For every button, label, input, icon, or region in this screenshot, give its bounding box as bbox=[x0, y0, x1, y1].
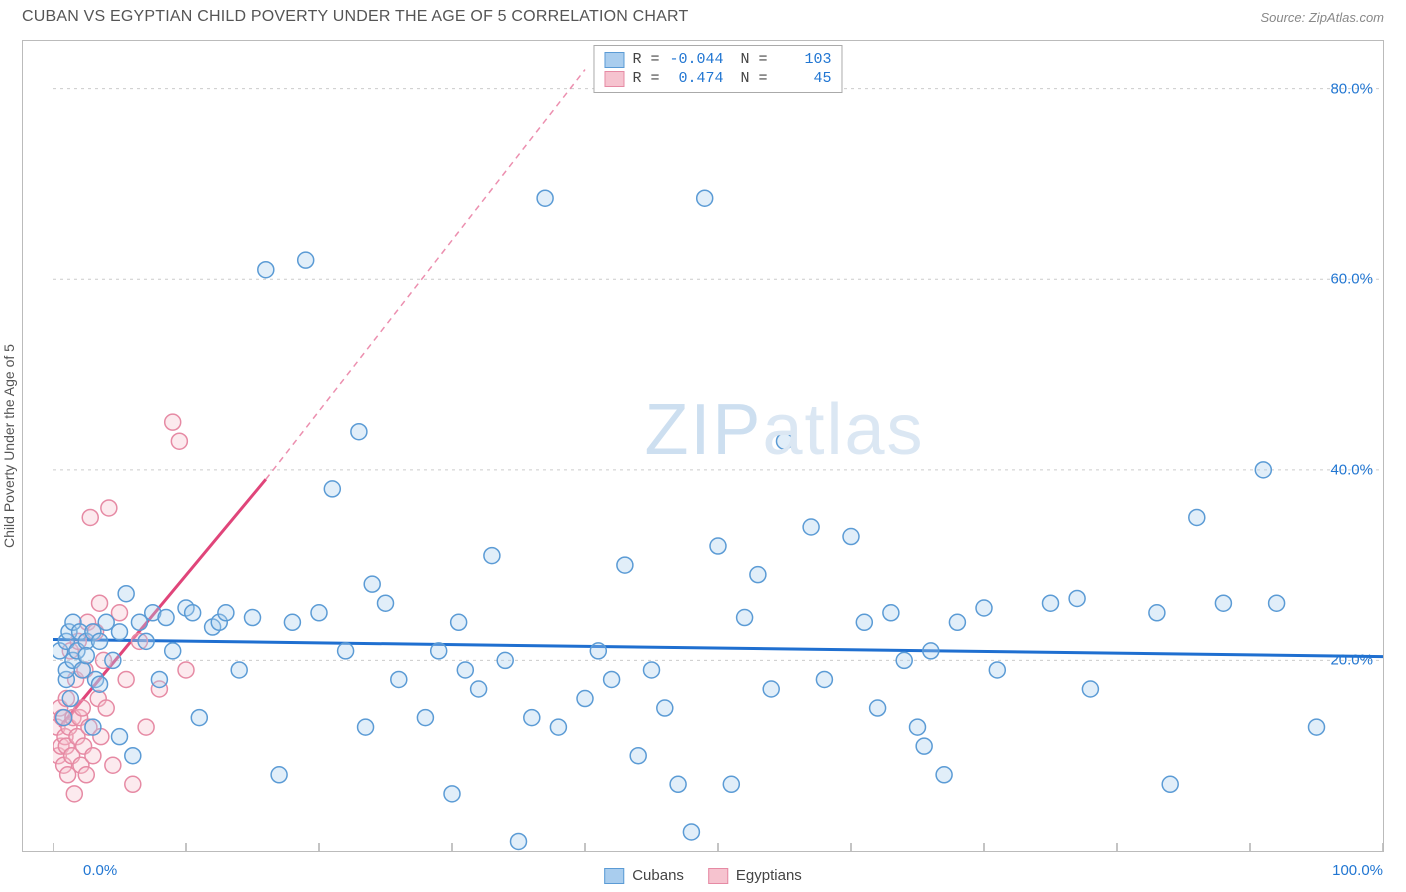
x-axis-min-label: 0.0% bbox=[83, 862, 117, 879]
y-tick-label: 40.0% bbox=[1330, 461, 1373, 478]
n-value-cubans: 103 bbox=[776, 51, 832, 68]
chart-title: CUBAN VS EGYPTIAN CHILD POVERTY UNDER TH… bbox=[22, 8, 688, 26]
x-axis-max-label: 100.0% bbox=[1332, 862, 1383, 879]
legend-swatch-egyptians bbox=[708, 868, 728, 884]
legend-item-cubans: Cubans bbox=[604, 867, 684, 884]
swatch-egyptians bbox=[604, 71, 624, 87]
y-axis-label: Child Poverty Under the Age of 5 bbox=[1, 344, 17, 548]
r-value-cubans: -0.044 bbox=[668, 51, 724, 68]
swatch-cubans bbox=[604, 52, 624, 68]
y-tick-label: 80.0% bbox=[1330, 80, 1373, 97]
y-tick-label: 20.0% bbox=[1330, 652, 1373, 669]
stat-row-cubans: R =-0.044 N =103 bbox=[604, 50, 831, 69]
source-label: Source: ZipAtlas.com bbox=[1260, 10, 1384, 25]
chart-area: Child Poverty Under the Age of 5 ZIPatla… bbox=[22, 40, 1384, 852]
n-value-egyptians: 45 bbox=[776, 70, 832, 87]
legend-swatch-cubans bbox=[604, 868, 624, 884]
plot-svg bbox=[53, 41, 1383, 851]
r-value-egyptians: 0.474 bbox=[668, 70, 724, 87]
correlation-stats-box: R =-0.044 N =103 R =0.474 N =45 bbox=[593, 45, 842, 93]
y-tick-label: 60.0% bbox=[1330, 271, 1373, 288]
legend-label-cubans: Cubans bbox=[632, 867, 684, 884]
legend-item-egyptians: Egyptians bbox=[708, 867, 802, 884]
stat-row-egyptians: R =0.474 N =45 bbox=[604, 69, 831, 88]
legend: Cubans Egyptians bbox=[604, 867, 802, 884]
plot-region: ZIPatlas R =-0.044 N =103 R =0.474 N =45… bbox=[53, 41, 1383, 851]
legend-label-egyptians: Egyptians bbox=[736, 867, 802, 884]
